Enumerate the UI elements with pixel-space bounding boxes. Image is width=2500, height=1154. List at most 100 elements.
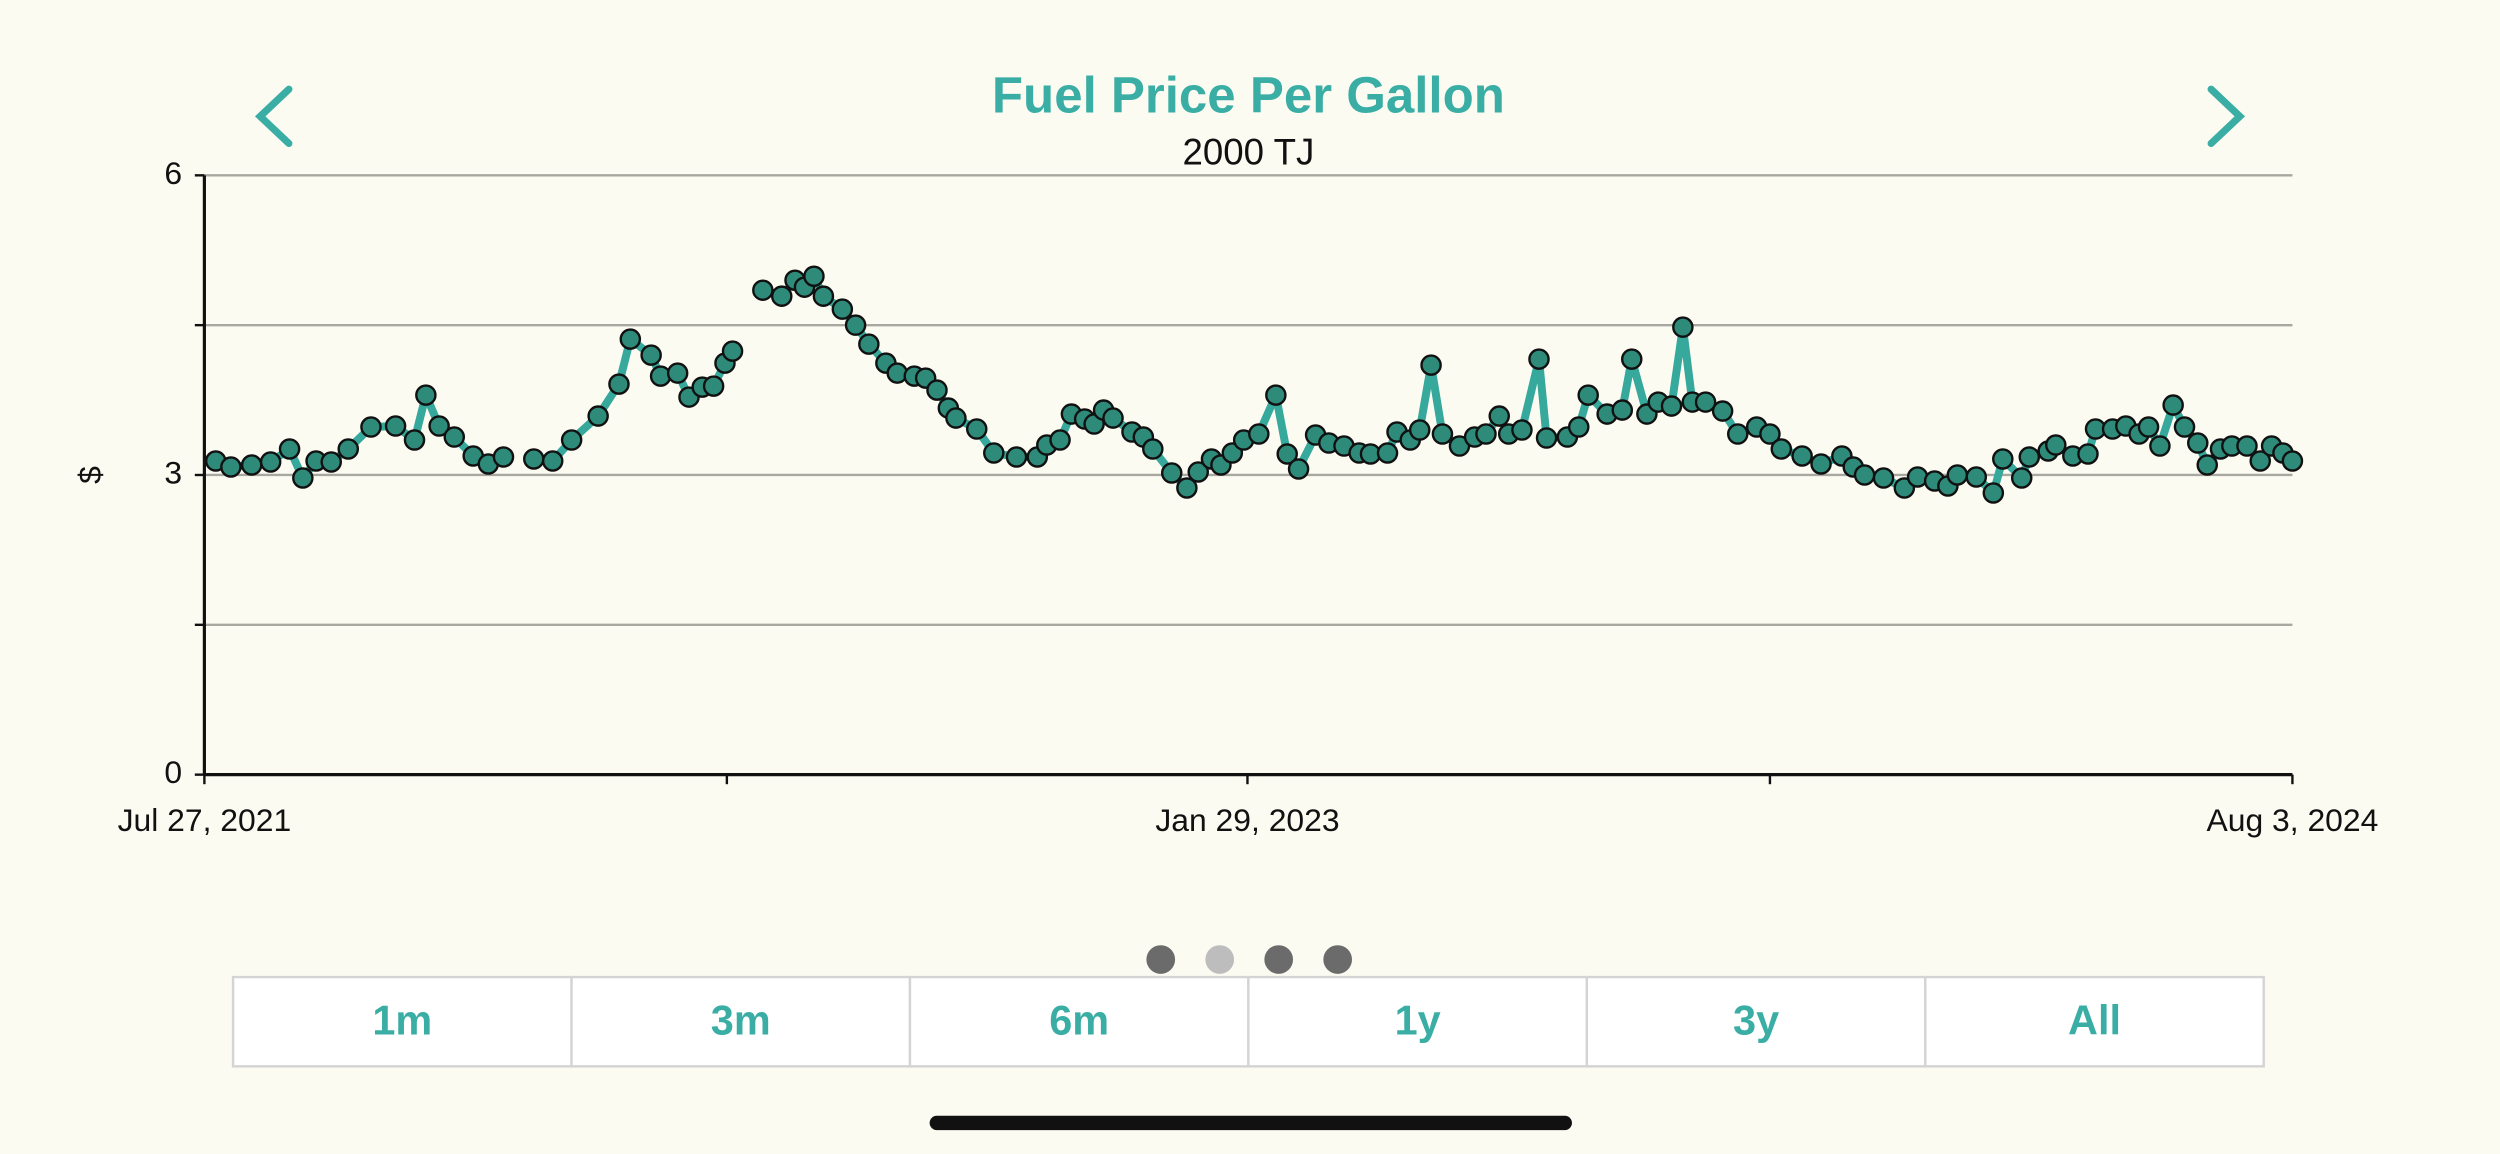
y-axis-label: $ xyxy=(72,466,108,484)
data-point xyxy=(2018,446,2041,468)
data-point xyxy=(945,407,967,429)
range-button-label[interactable]: All xyxy=(2068,996,2121,1043)
data-point xyxy=(1672,316,1694,338)
data-point xyxy=(666,362,689,384)
chart-title: Fuel Price Per Gallon xyxy=(992,66,1505,123)
data-point xyxy=(360,416,382,438)
data-point xyxy=(640,344,662,366)
data-point xyxy=(1187,461,1209,483)
data-point xyxy=(886,362,909,384)
data-point xyxy=(1475,423,1497,445)
data-point xyxy=(1810,453,1832,475)
data-point xyxy=(1005,446,1028,468)
range-button[interactable] xyxy=(570,975,912,1068)
data-point xyxy=(771,285,793,307)
x-tick-label: Aug 3, 2024 xyxy=(2207,802,2379,838)
page-dot[interactable] xyxy=(1146,945,1176,974)
previous-arrow[interactable] xyxy=(254,85,293,148)
data-point xyxy=(1287,458,1310,480)
data-point xyxy=(983,442,1005,464)
data-point xyxy=(803,265,825,287)
data-point xyxy=(1408,419,1431,441)
data-point xyxy=(1711,400,1734,422)
range-button-label[interactable]: 3y xyxy=(1733,996,1779,1043)
data-point xyxy=(1727,423,1749,445)
data-point xyxy=(278,438,301,460)
data-point xyxy=(1567,416,1590,438)
data-point xyxy=(428,415,450,437)
data-point xyxy=(1511,419,1533,441)
data-point xyxy=(2010,467,2033,489)
data-point xyxy=(1853,464,1876,486)
data-point xyxy=(1535,427,1558,449)
page-dot[interactable] xyxy=(1323,945,1353,974)
data-point xyxy=(1759,423,1781,445)
data-point xyxy=(403,429,426,451)
data-point xyxy=(1577,384,1599,406)
y-tick-label: 0 xyxy=(164,754,182,790)
chart-subtitle: 2000 TJ xyxy=(1183,131,1315,172)
data-point xyxy=(1946,464,1969,486)
data-point xyxy=(831,298,854,320)
data-point xyxy=(2173,416,2196,438)
data-point xyxy=(2149,435,2171,457)
data-point xyxy=(649,365,672,387)
data-point xyxy=(1488,405,1510,427)
page-dot[interactable] xyxy=(1264,945,1294,974)
data-point xyxy=(2236,435,2258,457)
data-point xyxy=(1982,482,2005,504)
data-point xyxy=(1611,399,1634,421)
data-point xyxy=(320,451,342,473)
data-point xyxy=(752,279,774,301)
data-point xyxy=(1660,395,1683,417)
y-tick-label: 3 xyxy=(164,454,182,490)
data-point xyxy=(858,333,880,355)
y-tick-label: 6 xyxy=(164,155,182,191)
range-button-label[interactable]: 6m xyxy=(1049,996,1109,1043)
data-point xyxy=(721,340,744,362)
range-button-label[interactable]: 1y xyxy=(1395,996,1441,1043)
data-point xyxy=(443,426,466,448)
data-point xyxy=(1176,477,1198,499)
chart: 0 3 6 Jul 27, 2021 Jan 29, 2023 Aug 3, 2024 xyxy=(118,155,2379,838)
data-point xyxy=(415,384,437,406)
data-point xyxy=(220,456,242,478)
next-arrow[interactable] xyxy=(2207,85,2246,148)
data-point xyxy=(2187,432,2209,454)
range-button[interactable] xyxy=(1247,975,1589,1068)
range-button[interactable] xyxy=(1924,975,2265,1068)
range-button-label[interactable]: 3m xyxy=(711,996,771,1043)
page-dot[interactable] xyxy=(1205,945,1235,974)
data-point xyxy=(1770,438,1793,460)
data-point xyxy=(1791,445,1813,467)
home-indicator xyxy=(929,1115,1572,1131)
data-point xyxy=(1376,442,1399,464)
data-point xyxy=(812,285,835,307)
range-button-label[interactable]: 1m xyxy=(372,996,432,1043)
data-point xyxy=(1872,467,1895,489)
range-buttons: 1m 3m 6m 1y 3y All xyxy=(231,975,2265,1068)
data-point xyxy=(2162,394,2184,416)
data-point xyxy=(523,448,545,470)
data-point xyxy=(1160,462,1183,484)
data-point xyxy=(1420,354,1442,376)
data-point xyxy=(2196,454,2218,476)
data-point xyxy=(541,450,564,472)
data-point xyxy=(492,446,515,468)
data-point xyxy=(2281,450,2304,472)
data-point xyxy=(1102,407,1124,429)
range-button[interactable] xyxy=(908,975,1250,1068)
data-point xyxy=(608,373,630,395)
x-tick-label: Jan 29, 2023 xyxy=(1155,802,1339,838)
data-point xyxy=(2137,416,2160,438)
data-point xyxy=(292,467,314,489)
data-point xyxy=(2045,434,2067,456)
data-point xyxy=(337,438,360,460)
data-point xyxy=(259,451,282,473)
data-point xyxy=(1431,423,1454,445)
range-button[interactable] xyxy=(231,975,573,1068)
data-point xyxy=(2249,450,2272,472)
data-point xyxy=(1265,384,1287,406)
data-point xyxy=(926,379,948,401)
